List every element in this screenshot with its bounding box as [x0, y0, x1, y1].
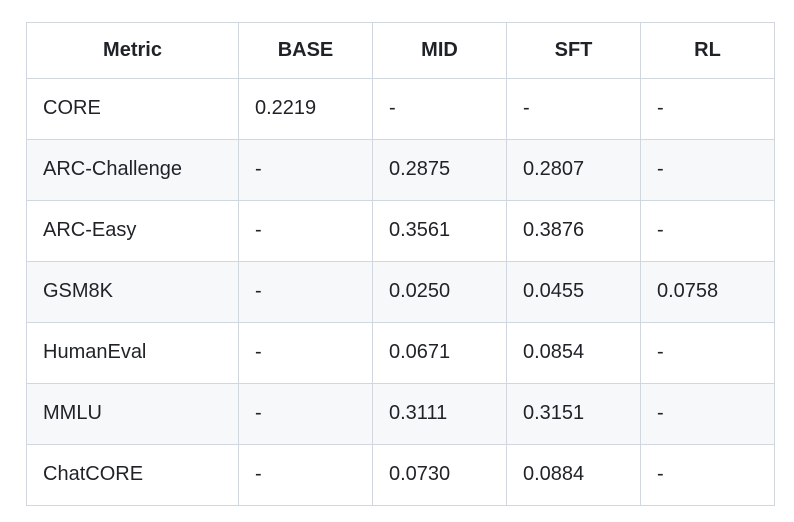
metric-name: ARC-Challenge — [26, 139, 239, 201]
table-row-core: CORE 0.2219 - - - — [26, 78, 775, 140]
cell-mid: - — [372, 78, 507, 140]
cell-sft: 0.2807 — [506, 139, 641, 201]
metric-name: CORE — [26, 78, 239, 140]
cell-mid: 0.0250 — [372, 261, 507, 323]
header-row: Metric BASE MID SFT RL — [26, 22, 775, 79]
cell-rl: - — [640, 78, 775, 140]
table-row-arc-easy: ARC-Easy - 0.3561 0.3876 - — [26, 200, 775, 262]
cell-base: - — [238, 383, 373, 445]
metric-name: MMLU — [26, 383, 239, 445]
column-header-sft: SFT — [506, 22, 641, 79]
cell-sft: 0.0854 — [506, 322, 641, 384]
column-header-base: BASE — [238, 22, 373, 79]
metric-name: GSM8K — [26, 261, 239, 323]
cell-sft: 0.3876 — [506, 200, 641, 262]
table-row-chatcore: ChatCORE - 0.0730 0.0884 - — [26, 444, 775, 506]
cell-mid: 0.0730 — [372, 444, 507, 506]
table-row-humaneval: HumanEval - 0.0671 0.0854 - — [26, 322, 775, 384]
cell-rl: - — [640, 200, 775, 262]
cell-rl: - — [640, 444, 775, 506]
cell-sft: 0.3151 — [506, 383, 641, 445]
table-row-gsm8k: GSM8K - 0.0250 0.0455 0.0758 — [26, 261, 775, 323]
cell-base: 0.2219 — [238, 78, 373, 140]
column-header-mid: MID — [372, 22, 507, 79]
cell-mid: 0.0671 — [372, 322, 507, 384]
cell-mid: 0.3111 — [372, 383, 507, 445]
cell-base: - — [238, 322, 373, 384]
cell-rl: 0.0758 — [640, 261, 775, 323]
column-header-rl: RL — [640, 22, 775, 79]
cell-rl: - — [640, 322, 775, 384]
table-row-arc-challenge: ARC-Challenge - 0.2875 0.2807 - — [26, 139, 775, 201]
cell-mid: 0.2875 — [372, 139, 507, 201]
cell-base: - — [238, 444, 373, 506]
table-row-mmlu: MMLU - 0.3111 0.3151 - — [26, 383, 775, 445]
cell-sft: 0.0455 — [506, 261, 641, 323]
cell-rl: - — [640, 383, 775, 445]
cell-mid: 0.3561 — [372, 200, 507, 262]
cell-sft: 0.0884 — [506, 444, 641, 506]
cell-rl: - — [640, 139, 775, 201]
metric-name: ARC-Easy — [26, 200, 239, 262]
metric-name: HumanEval — [26, 322, 239, 384]
cell-sft: - — [506, 78, 641, 140]
cell-base: - — [238, 261, 373, 323]
metric-name: ChatCORE — [26, 444, 239, 506]
metrics-table: Metric BASE MID SFT RL CORE 0.2219 - - -… — [26, 22, 775, 506]
column-header-metric: Metric — [26, 22, 239, 79]
cell-base: - — [238, 200, 373, 262]
cell-base: - — [238, 139, 373, 201]
